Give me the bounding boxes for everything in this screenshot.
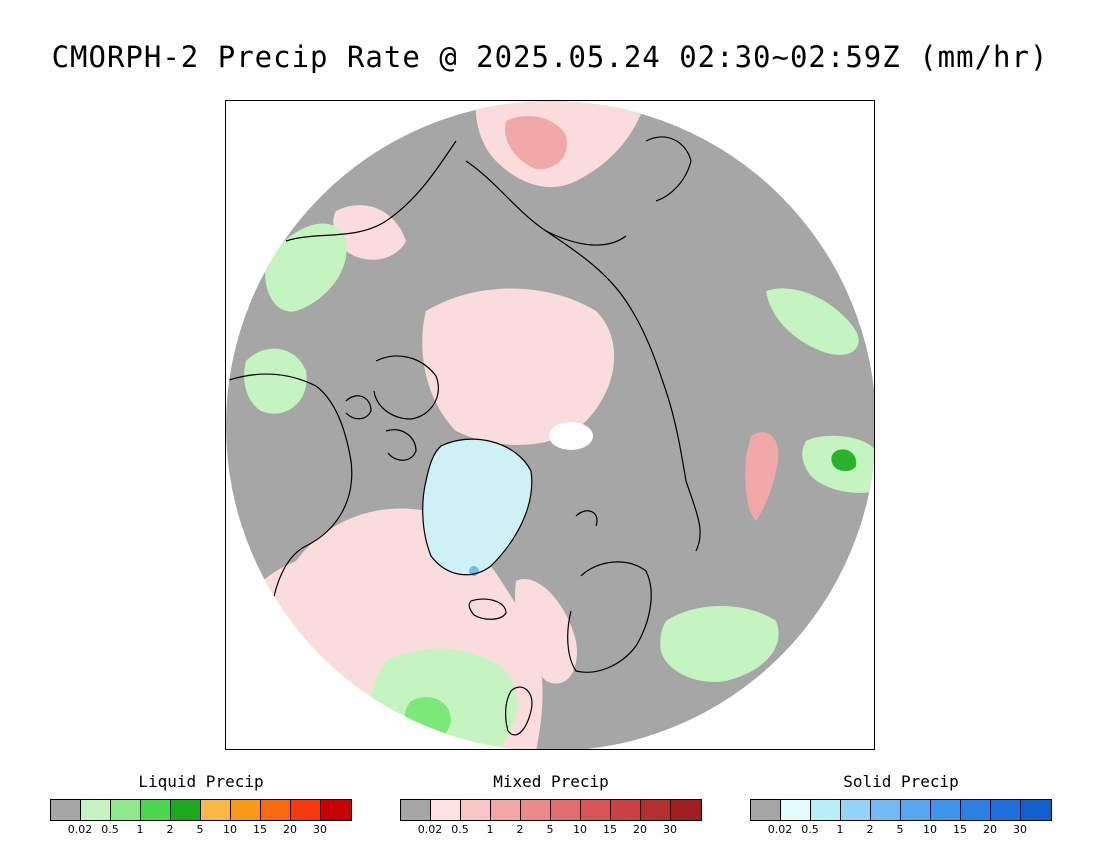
legend-swatches: [50, 799, 352, 821]
svalbard-scandinavia-coast: [567, 510, 652, 673]
legend-swatch: [871, 800, 901, 820]
legend-tick-label: 2: [166, 823, 174, 836]
solid-precip-legend: Solid Precip 0.02 0.5 1 2 5 10 15 20 30: [750, 772, 1052, 836]
legend-swatch: [991, 800, 1021, 820]
legend-tick-label: 2: [866, 823, 874, 836]
legend-swatch: [841, 800, 871, 820]
greenland-coast: [422, 438, 533, 576]
legend-tick-label: 2: [516, 823, 524, 836]
legend-swatch: [171, 800, 201, 820]
legend-swatch: [201, 800, 231, 820]
legend-tick-label: 1: [486, 823, 494, 836]
legend-tick-label: 30: [663, 823, 677, 836]
north-america-coast: [226, 373, 353, 612]
coastlines: [226, 136, 701, 736]
legend-swatch: [431, 800, 461, 820]
iceland-coast: [468, 598, 507, 620]
map-disc: [226, 101, 874, 749]
legend-ticks: 0.02 0.5 1 2 5 10 15 20 30: [750, 821, 1052, 836]
legend-swatch: [51, 800, 81, 820]
legend-swatch: [961, 800, 991, 820]
legend-swatch: [521, 800, 551, 820]
legend-swatch: [401, 800, 431, 820]
legend-tick-label: 10: [573, 823, 587, 836]
legend-ticks: 0.02 0.5 1 2 5 10 15 20 30: [400, 821, 702, 836]
solid-precip-greenland: [422, 439, 532, 575]
legend-swatches: [750, 799, 1052, 821]
legend-swatch: [111, 800, 141, 820]
liquid-precip-russia: [660, 606, 779, 682]
legend-tick-label: 10: [223, 823, 237, 836]
legend-swatch: [81, 800, 111, 820]
legend-tick-label: 5: [896, 823, 904, 836]
legend-swatch: [641, 800, 671, 820]
legend-tick-label: 0.5: [451, 823, 469, 836]
legend-tick-label: 20: [633, 823, 647, 836]
legend-swatch: [321, 800, 351, 820]
polar-precip-map: [226, 101, 874, 749]
legend-tick-label: 20: [983, 823, 997, 836]
legend-tick-label: 15: [953, 823, 967, 836]
legend-tick-label: 5: [196, 823, 204, 836]
liquid-precip-siberia-cell: [831, 449, 857, 472]
mixed-precip-siberia-band: [745, 432, 779, 521]
legend-swatch: [551, 800, 581, 820]
legend-swatch: [1021, 800, 1051, 820]
legend-tick-label: 15: [603, 823, 617, 836]
legend-swatch: [811, 800, 841, 820]
siberia-coast: [545, 230, 701, 552]
legend-tick-label: 0.02: [67, 823, 93, 836]
legend-title: Liquid Precip: [138, 772, 264, 791]
legend-swatch: [231, 800, 261, 820]
legend-tick-label: 1: [136, 823, 144, 836]
legend-tick-label: 30: [1013, 823, 1027, 836]
legend-swatch: [901, 800, 931, 820]
mixed-precip-legend: Mixed Precip 0.02 0.5 1 2 5 10 15 20 30: [400, 772, 702, 836]
legend-tick-label: 5: [546, 823, 554, 836]
north-pole-no-data: [549, 422, 593, 450]
liquid-precip-legend: Liquid Precip 0.02 0.5 1 2 5 10 15 20 30: [50, 772, 352, 836]
polar-map-frame: [225, 100, 875, 750]
liquid-precip-europe: [366, 648, 517, 749]
legend-tick-label: 10: [923, 823, 937, 836]
mixed-precip-central-arctic: [422, 288, 615, 445]
legend-title: Solid Precip: [843, 772, 959, 791]
legend-tick-label: 0.02: [767, 823, 793, 836]
legend-ticks: 0.02 0.5 1 2 5 10 15 20 30: [50, 821, 352, 836]
legend-tick-label: 0.02: [417, 823, 443, 836]
legend-tick-label: 0.5: [101, 823, 119, 836]
mixed-precip-norwegian-sea: [515, 579, 577, 684]
legend-tick-label: 20: [283, 823, 297, 836]
legend-tick-label: 30: [313, 823, 327, 836]
legend-swatch: [781, 800, 811, 820]
legend-title: Mixed Precip: [493, 772, 609, 791]
legend-swatches: [400, 799, 702, 821]
legend-tick-label: 1: [836, 823, 844, 836]
mixed-precip-pacific-core: [505, 116, 567, 170]
legend-swatch: [141, 800, 171, 820]
legend-swatch: [751, 800, 781, 820]
legend-swatch: [491, 800, 521, 820]
liquid-precip-siberia-east: [766, 288, 859, 355]
kamchatka-coast: [645, 136, 692, 202]
liquid-precip-canada-west: [244, 348, 307, 414]
liquid-precip-alaska: [265, 223, 347, 312]
legend-swatch: [611, 800, 641, 820]
map-title: CMORPH-2 Precip Rate @ 2025.05.24 02:30~…: [51, 40, 1049, 74]
legend-swatch: [671, 800, 701, 820]
alaska-siberia-coast: [285, 140, 627, 246]
canadian-archipelago-coast: [345, 355, 439, 461]
legend-tick-label: 0.5: [801, 823, 819, 836]
british-isles-coast: [505, 686, 533, 736]
liquid-precip-europe-core: [404, 697, 451, 741]
legend-swatch: [461, 800, 491, 820]
legend-swatch: [931, 800, 961, 820]
legend-swatch: [261, 800, 291, 820]
legend-swatch: [291, 800, 321, 820]
mixed-precip-north-america-patch: [333, 205, 406, 260]
legend-swatch: [581, 800, 611, 820]
legend-tick-label: 15: [253, 823, 267, 836]
